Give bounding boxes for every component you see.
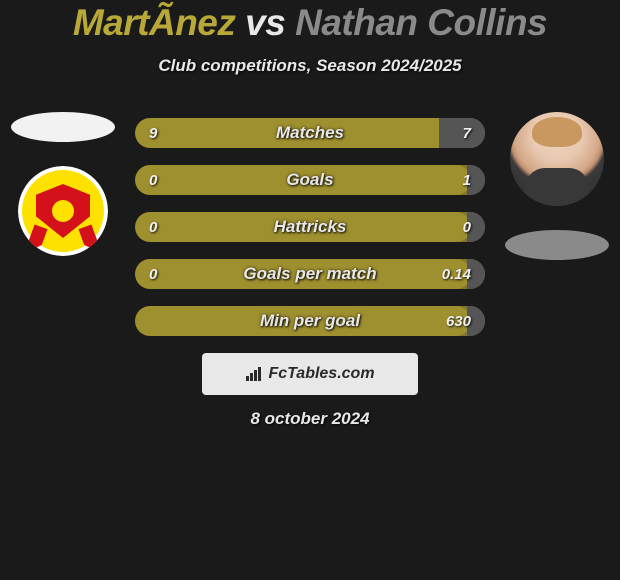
stat-row-goals: 0 Goals 1 [135, 165, 485, 195]
stat-left-value: 0 [149, 266, 157, 283]
stat-right-value: 7 [463, 125, 471, 142]
player1-avatar-placeholder [11, 112, 115, 142]
stat-row-min-per-goal: Min per goal 630 [135, 306, 485, 336]
stat-label: Matches [276, 123, 344, 143]
player2-name: Nathan Collins [295, 2, 547, 43]
stat-label: Hattricks [274, 217, 347, 237]
stat-bars: 9 Matches 7 0 Goals 1 0 Hattricks 0 0 Go… [135, 118, 485, 336]
stat-label: Goals [286, 170, 333, 190]
stat-label: Goals per match [243, 264, 376, 284]
stat-left-value: 9 [149, 125, 157, 142]
stat-right-value: 0.14 [442, 266, 471, 283]
stat-row-hattricks: 0 Hattricks 0 [135, 212, 485, 242]
stat-label: Min per goal [260, 311, 360, 331]
comparison-card: MartÃ­nez vs Nathan Collins Club competi… [0, 0, 620, 429]
stat-row-goals-per-match: 0 Goals per match 0.14 [135, 259, 485, 289]
player1-name: MartÃ­nez [73, 2, 236, 43]
watermark-text: FcTables.com [268, 365, 374, 383]
date-label: 8 october 2024 [0, 409, 620, 429]
stat-row-matches: 9 Matches 7 [135, 118, 485, 148]
player2-avatar [510, 112, 604, 206]
subtitle: Club competitions, Season 2024/2025 [0, 56, 620, 76]
bar-chart-icon [245, 366, 265, 382]
watermark: FcTables.com [245, 365, 374, 383]
vs-separator: vs [245, 2, 285, 43]
stat-right-value: 630 [446, 313, 471, 330]
player1-column [8, 112, 118, 256]
stat-left-value: 0 [149, 172, 157, 189]
watermark-box: FcTables.com [202, 353, 418, 395]
stat-right-value: 0 [463, 219, 471, 236]
stat-right-value: 1 [463, 172, 471, 189]
stats-area: 9 Matches 7 0 Goals 1 0 Hattricks 0 0 Go… [0, 118, 620, 336]
player2-column [502, 112, 612, 260]
stat-left-value: 0 [149, 219, 157, 236]
manchester-united-icon [18, 166, 108, 256]
player1-club-badge [18, 166, 108, 256]
player2-club-placeholder [505, 230, 609, 260]
page-title: MartÃ­nez vs Nathan Collins [0, 2, 620, 44]
